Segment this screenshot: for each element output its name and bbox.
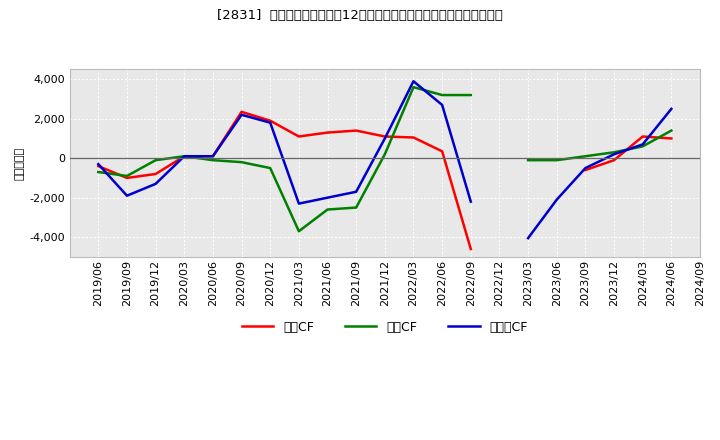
投賄CF <box>409 84 418 90</box>
フリーCF <box>467 199 475 204</box>
Line: フリーCF: フリーCF <box>99 81 471 204</box>
フリーCF <box>294 201 303 206</box>
投賄CF <box>294 229 303 234</box>
フリーCF <box>180 154 189 159</box>
Y-axis label: （百万円）: （百万円） <box>15 147 25 180</box>
フリーCF <box>323 195 332 200</box>
営業CF <box>409 135 418 140</box>
投賄CF <box>352 205 361 210</box>
投賄CF <box>94 169 103 175</box>
営業CF <box>151 171 160 176</box>
フリーCF <box>151 181 160 187</box>
Line: 投賄CF: 投賄CF <box>99 87 471 231</box>
投賄CF <box>467 92 475 98</box>
営業CF <box>266 118 274 123</box>
営業CF <box>94 164 103 169</box>
フリーCF <box>380 136 389 141</box>
フリーCF <box>409 79 418 84</box>
投賄CF <box>180 154 189 159</box>
Text: [2831]  キャッシュフローの12か月移動合計の対前年同期増減額の推移: [2831] キャッシュフローの12か月移動合計の対前年同期増減額の推移 <box>217 9 503 22</box>
投賄CF <box>266 165 274 171</box>
営業CF <box>438 149 446 154</box>
フリーCF <box>122 193 131 198</box>
営業CF <box>209 154 217 159</box>
投賄CF <box>151 158 160 163</box>
Legend: 営業CF, 投賄CF, フリーCF: 営業CF, 投賄CF, フリーCF <box>237 315 533 339</box>
営業CF <box>467 246 475 252</box>
フリーCF <box>238 112 246 117</box>
営業CF <box>294 134 303 139</box>
投賄CF <box>209 158 217 163</box>
投賄CF <box>380 152 389 157</box>
営業CF <box>238 109 246 114</box>
Line: 営業CF: 営業CF <box>99 112 471 249</box>
営業CF <box>352 128 361 133</box>
投賄CF <box>438 92 446 98</box>
営業CF <box>323 130 332 135</box>
フリーCF <box>94 161 103 167</box>
営業CF <box>380 134 389 139</box>
投賄CF <box>323 207 332 212</box>
フリーCF <box>438 102 446 107</box>
投賄CF <box>238 160 246 165</box>
営業CF <box>180 154 189 159</box>
営業CF <box>122 175 131 180</box>
投賄CF <box>122 173 131 179</box>
フリーCF <box>266 120 274 125</box>
フリーCF <box>209 154 217 159</box>
フリーCF <box>352 189 361 194</box>
